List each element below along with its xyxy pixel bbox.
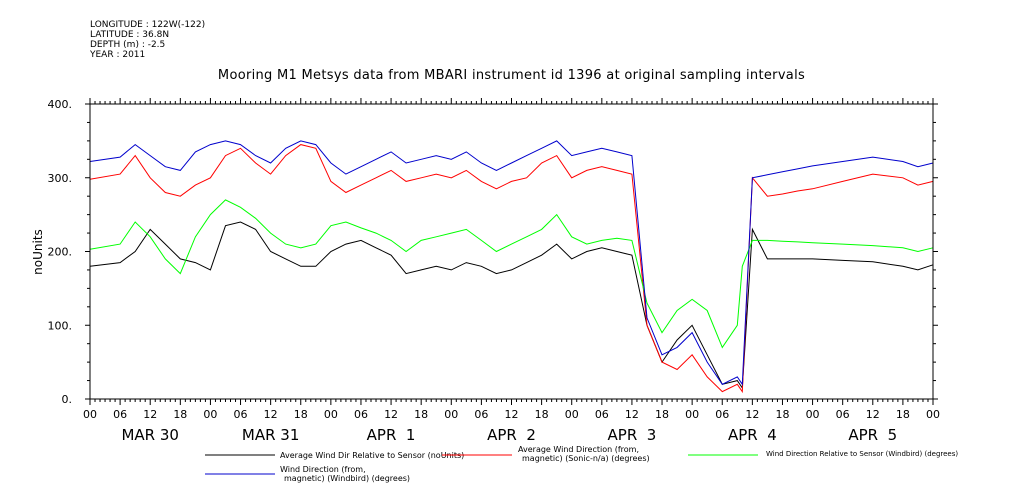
- metadata-line: DEPTH (m) : -2.5: [90, 40, 166, 50]
- metadata-block: LONGITUDE : 122W(-122) LATITUDE : 36.8N …: [90, 20, 205, 60]
- y-tick-label: 400.: [48, 98, 73, 111]
- x-tick-label: 12: [866, 408, 880, 421]
- y-tick-label: 100.: [48, 319, 73, 332]
- x-tick-label: 00: [926, 408, 940, 421]
- legend-label: Average Wind Dir Relative to Sensor (noU…: [280, 451, 464, 460]
- day-label: APR 5: [848, 426, 897, 444]
- x-tick-label: 00: [324, 408, 338, 421]
- series-line-2: [89, 144, 934, 394]
- legend: Average Wind Dir Relative to Sensor (noU…: [205, 445, 958, 483]
- x-tick-label: 06: [354, 408, 368, 421]
- x-tick-label: 06: [234, 408, 248, 421]
- x-tick-label: 18: [294, 408, 308, 421]
- legend-label-line: magnetic) (Windbird) (degrees): [284, 474, 410, 483]
- legend-label: Wind Direction Relative to Sensor (Windb…: [766, 450, 958, 458]
- series-line-1: [89, 221, 934, 390]
- x-tick-label: 12: [264, 408, 278, 421]
- x-tick-label: 00: [83, 408, 97, 421]
- x-tick-label: 18: [775, 408, 789, 421]
- x-tick-label: 06: [595, 408, 609, 421]
- x-tick-label: 06: [715, 408, 729, 421]
- x-tick-label: 18: [173, 408, 187, 421]
- day-label: APR 4: [728, 426, 777, 444]
- y-axis-label: noUnits: [31, 229, 45, 275]
- x-tick-label: 06: [836, 408, 850, 421]
- legend-label-line: Average Wind Direction (from,: [518, 445, 639, 454]
- x-tick-label: 06: [113, 408, 127, 421]
- metadata-line: YEAR : 2011: [90, 50, 146, 60]
- series-layer: [89, 140, 934, 394]
- legend-label-line: Wind Direction (from,: [280, 465, 366, 474]
- y-tick-label: 200.: [48, 246, 73, 259]
- x-tick-label: 00: [806, 408, 820, 421]
- x-tick-label: 12: [625, 408, 639, 421]
- chart-title: Mooring M1 Metsys data from MBARI instru…: [217, 68, 806, 83]
- legend-label: Wind Direction (from, magnetic) (Windbird…: [280, 465, 410, 483]
- metadata-line: LATITUDE : 36.8N: [90, 30, 170, 40]
- legend-label: Average Wind Direction (from, magnetic) (…: [518, 445, 650, 463]
- x-tick-label: 18: [535, 408, 549, 421]
- x-tick-label: 00: [203, 408, 217, 421]
- x-tick-label: 12: [384, 408, 398, 421]
- legend-label-line: magnetic) (Sonic-n/a) (degrees): [522, 454, 650, 463]
- x-tick-label: 18: [414, 408, 428, 421]
- metadata-line: LONGITUDE : 122W(-122): [90, 20, 206, 30]
- series-line-4: [89, 140, 934, 386]
- y-tick-label: 300.: [48, 172, 73, 185]
- x-tick-label: 12: [745, 408, 759, 421]
- x-tick-label: 12: [505, 408, 519, 421]
- series-line-3: [89, 199, 934, 349]
- day-label: APR 3: [608, 426, 657, 444]
- day-label: APR 2: [487, 426, 536, 444]
- x-tick-label: 00: [444, 408, 458, 421]
- day-label: MAR 30: [121, 426, 178, 444]
- day-label: MAR 31: [242, 426, 299, 444]
- x-tick-label: 00: [565, 408, 579, 421]
- y-tick-label: 0.: [62, 393, 73, 406]
- x-tick-label: 00: [685, 408, 699, 421]
- x-tick-label: 18: [655, 408, 669, 421]
- x-tick-label: 12: [143, 408, 157, 421]
- axis-layer: 0. 100. 200. 300. 400. 00 06 12 18 00 06 12 18 00 06 12…: [48, 98, 940, 444]
- day-label: APR 1: [367, 426, 416, 444]
- x-tick-label: 06: [474, 408, 488, 421]
- x-tick-label: 18: [896, 408, 910, 421]
